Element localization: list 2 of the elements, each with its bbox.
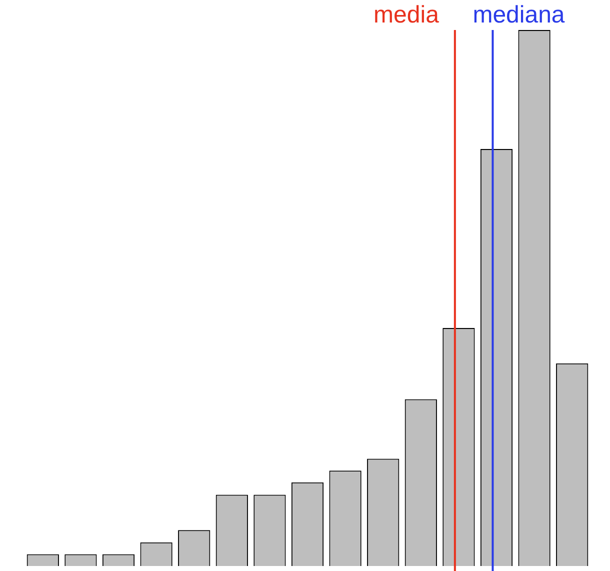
text: mediana: [472, 2, 566, 29]
text: media: [374, 2, 440, 29]
